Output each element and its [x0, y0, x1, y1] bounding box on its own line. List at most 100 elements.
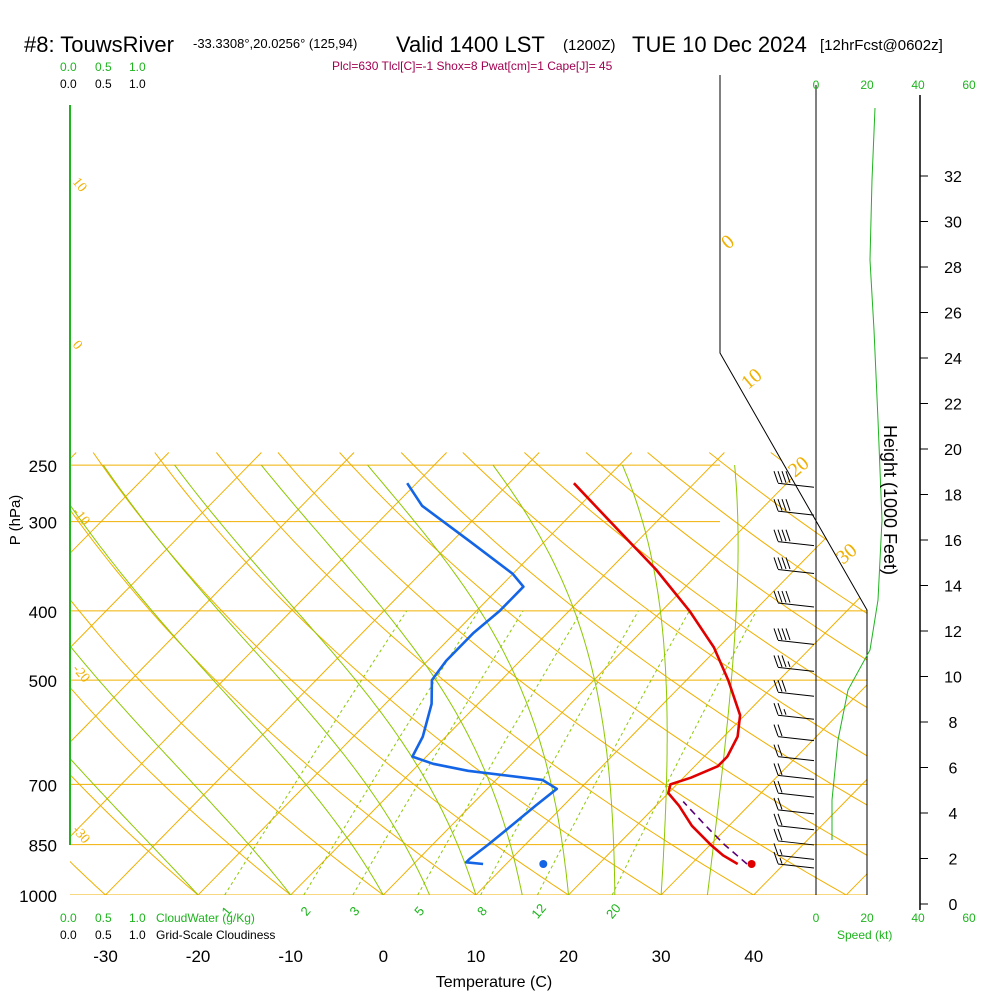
top-cloudiness-tick: 0.0: [60, 77, 77, 91]
wind-barb: [773, 763, 815, 780]
isotherm-label: -30: [69, 823, 92, 847]
height-tick-label: 32: [944, 169, 962, 186]
y-axis-title: P (hPa): [7, 495, 24, 546]
wind-barb-staff: [777, 792, 815, 798]
height-tick-label: 8: [949, 715, 958, 732]
height-tick-label: 26: [944, 306, 962, 323]
mixing-ratio-line: [352, 610, 524, 895]
forecast-date: TUE 10 Dec 2024: [632, 32, 807, 57]
station-coords: -33.3308°,20.0256° (125,94): [193, 36, 357, 51]
wind-barb-flag: [773, 703, 779, 715]
wind-barb-staff: [777, 639, 815, 645]
wind-barb-flag: [777, 557, 783, 570]
dry-adiabat-line: [92, 452, 593, 895]
speed-tick-top: 20: [860, 78, 874, 92]
wind-barb: [773, 828, 815, 846]
wind-barb-flag: [781, 529, 787, 542]
wind-barb-flag: [781, 590, 787, 603]
diagram-border: [69, 75, 868, 895]
surface-temp-marker: [747, 860, 756, 868]
isotherm-line: [845, 452, 867, 895]
height-tick-label: 10: [944, 670, 962, 687]
mixing-ratio-label: 5: [411, 903, 427, 918]
height-tick-label: 24: [944, 351, 962, 368]
mixing-ratio-label: 12: [528, 901, 549, 922]
station-title: #8: TouwsRiver: [24, 32, 174, 57]
temperature-tick-label: 0: [379, 947, 388, 966]
height-tick-label: 28: [944, 260, 962, 277]
stability-params: Plcl=630 Tlcl[C]=-1 Shox=8 Pwat[cm]=1 Ca…: [332, 59, 613, 73]
chart-header: #8: TouwsRiver -33.3308°,20.0256° (125,9…: [24, 32, 943, 73]
height-tick-label: 2: [949, 852, 958, 869]
zulu-time: (1200Z): [563, 37, 616, 54]
temperature-tick-label: 10: [466, 947, 485, 966]
wind-barb: [773, 744, 815, 762]
wind-barb-staff: [777, 602, 815, 608]
forecast-run: [12hrFcst@0602z]: [820, 37, 943, 54]
dry-adiabat-line: [832, 452, 867, 895]
wind-barb-staff: [777, 809, 815, 815]
wind-barb-flag: [785, 529, 791, 542]
wind-barb-flag: [777, 828, 783, 841]
wind-barb-flag: [785, 628, 791, 641]
isotherm-line: [475, 452, 867, 895]
top-cloudwater-tick: 0.0: [60, 60, 77, 74]
wind-barb: [773, 471, 815, 488]
wind-barb-flag: [773, 744, 779, 757]
wind-barb-flag: [777, 680, 783, 692]
wind-barb-flag: [781, 628, 787, 641]
height-tick-label: 6: [949, 761, 958, 778]
wind-barb-staff: [777, 854, 815, 860]
isotherm-line: [290, 452, 725, 895]
dry-adiabat-line: [70, 452, 311, 895]
bottom-cloudwater-tick: 0.5: [95, 911, 112, 925]
mixing-ratio-line: [417, 610, 583, 895]
moist-adiabat-line: [70, 464, 292, 895]
height-tick-label: 0: [949, 897, 958, 914]
pressure-tick-label: 500: [29, 672, 57, 691]
wind-barb-staff: [777, 691, 815, 697]
wind-barb: [773, 724, 815, 742]
height-tick-label: 18: [944, 488, 962, 505]
wind-barb-flag: [783, 709, 787, 715]
wind-barb-flag: [773, 557, 779, 570]
bottom-cloudwater-tick: 1.0: [129, 911, 146, 925]
isotherm-line: [70, 452, 262, 895]
wind-barb-staff: [777, 756, 815, 762]
isotherm-label: -20: [69, 662, 92, 686]
wind-barb-flag: [777, 763, 783, 776]
wind-barb-flag: [773, 590, 779, 603]
thermo-grid: [70, 452, 867, 895]
moist-adiabat-line: [706, 465, 739, 895]
moist-adiabat-line: [492, 464, 616, 895]
isotherm-line: [660, 452, 867, 895]
wind-barb-flag: [785, 557, 791, 570]
wind-barb-staff: [777, 482, 815, 488]
wind-barb-staff: [777, 510, 815, 516]
wind-barb-staff: [777, 825, 815, 831]
pressure-tick-label: 700: [29, 776, 57, 795]
mixing-ratio-line: [224, 610, 408, 895]
isotherm-line: [70, 452, 355, 895]
wind-barb-flag: [777, 744, 783, 757]
wind-barb-flag: [777, 797, 783, 810]
moist-adiabat-line: [70, 464, 384, 895]
wind-barb-flag: [777, 813, 783, 826]
wind-barb-staff: [777, 736, 815, 742]
wind-barb-flag: [773, 763, 779, 776]
sounding-profiles: [406, 482, 756, 868]
moist-adiabat-line: [102, 464, 431, 895]
isotherm-label: 10: [69, 175, 89, 195]
dry-adiabat-line: [647, 452, 867, 895]
wind-barb: [773, 797, 815, 815]
y2-axis-title: Height (1000 Feet): [880, 425, 900, 575]
surface-dewpoint-marker: [539, 860, 548, 868]
wind-barb-flag: [777, 529, 783, 542]
isotherm-line: [105, 452, 540, 895]
wind-barb: [773, 498, 815, 516]
height-tick-label: 12: [944, 624, 962, 641]
wind-barb-flag: [781, 498, 787, 511]
wind-barb-flag: [777, 498, 783, 511]
